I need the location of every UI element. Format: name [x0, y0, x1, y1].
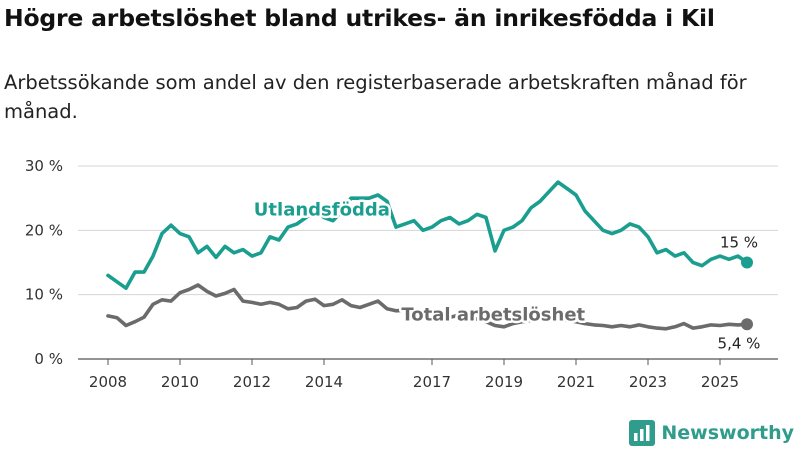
series-labels: 15 % Utlandsfödda 5,4 % Total arbetslöshet	[251, 197, 761, 352]
series-lines	[106, 180, 753, 331]
end-value-label-total-arbetslöshet: 5,4 %	[718, 334, 761, 352]
x-tick-label: 2014	[305, 373, 343, 391]
x-tick-label: 2012	[233, 373, 271, 391]
end-value-label-utlandsfödda: 15 %	[720, 234, 758, 252]
series-name-label-utlandsfödda: Utlandsfödda	[254, 200, 390, 221]
y-tick-label: 20 %	[25, 221, 63, 239]
x-tick-label: 2019	[485, 373, 523, 391]
y-tick-label: 0 %	[34, 350, 63, 368]
end-point-total-arbetslöshet	[741, 318, 753, 331]
chart-title: Högre arbetslöshet bland utrikes- än inr…	[4, 4, 715, 32]
newsworthy-logo-icon	[629, 420, 656, 446]
x-tick-label: 2025	[701, 373, 739, 391]
x-tick-label: 2008	[89, 373, 127, 391]
axes: 0 % 10 % 20 % 30 % 2008 2010 2012 2014 2017 2019 2…	[25, 157, 778, 391]
y-tick-label: 10 %	[25, 286, 63, 304]
x-tick-label: 2010	[161, 373, 199, 391]
y-tick-label: 30 %	[25, 157, 63, 175]
chart-subtitle: Arbetssökande som andel av den registerb…	[4, 71, 747, 123]
end-point-utlandsfödda	[741, 256, 753, 269]
series-name-label-total-arbetslöshet: Total arbetslöshet	[401, 304, 585, 325]
brand-logo: Newsworthy	[629, 420, 794, 446]
x-tick-label: 2021	[557, 373, 595, 391]
x-tick-label: 2017	[413, 373, 451, 391]
x-tick-label: 2023	[629, 373, 667, 391]
series-line-utlandsfödda	[106, 180, 749, 290]
brand-name: Newsworthy	[661, 422, 794, 444]
series-line-total-arbetslöshet	[106, 283, 749, 331]
